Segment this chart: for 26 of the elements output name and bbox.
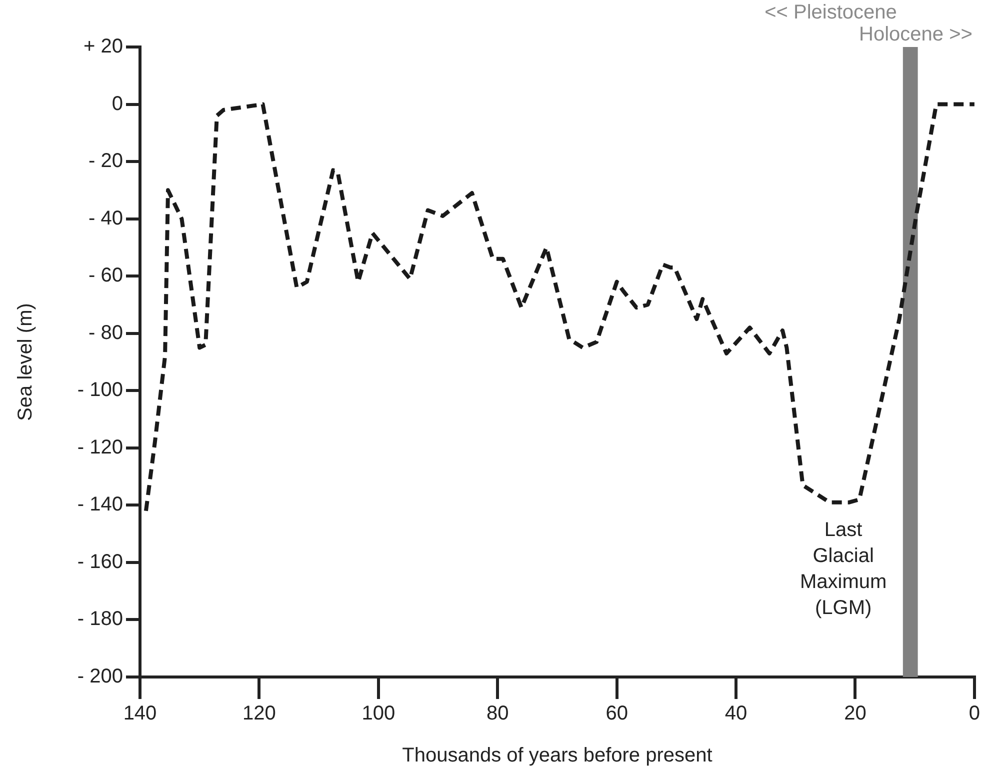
x-axis-title: Thousands of years before present <box>402 744 713 767</box>
y-tick-label: - 120 <box>77 436 123 458</box>
y-tick-label: - 100 <box>77 379 123 402</box>
y-tick-label: 0 <box>112 92 123 115</box>
y-tick-label: - 140 <box>77 494 123 516</box>
x-tick-label: 0 <box>968 702 980 725</box>
x-tick-label: 80 <box>486 702 509 725</box>
y-axis-title: Sea level (m) <box>14 303 37 421</box>
y-tick-label: - 40 <box>88 207 123 230</box>
y-tick-label: - 20 <box>88 150 123 172</box>
y-tick-label: - 60 <box>88 264 123 287</box>
y-tick-label: + 20 <box>84 36 123 58</box>
y-tick-label: - 180 <box>77 608 123 630</box>
x-tick-label: 20 <box>844 702 866 725</box>
text: << Pleistocene <box>764 2 897 24</box>
x-tick-label: 100 <box>362 702 396 725</box>
text: Holocene >> <box>859 24 972 46</box>
line-series <box>144 102 974 513</box>
y-tick-label: - 80 <box>88 322 123 344</box>
x-tick-label: 120 <box>242 702 276 725</box>
x-tick-label: 140 <box>123 702 157 725</box>
y-tick-label: - 160 <box>77 550 123 573</box>
x-tick-label: 60 <box>606 702 628 725</box>
y-tick-label: - 200 <box>77 666 123 688</box>
x-tick-label: 40 <box>724 702 748 725</box>
annotation: Last Glacial Maximum (LGM) <box>800 518 887 619</box>
